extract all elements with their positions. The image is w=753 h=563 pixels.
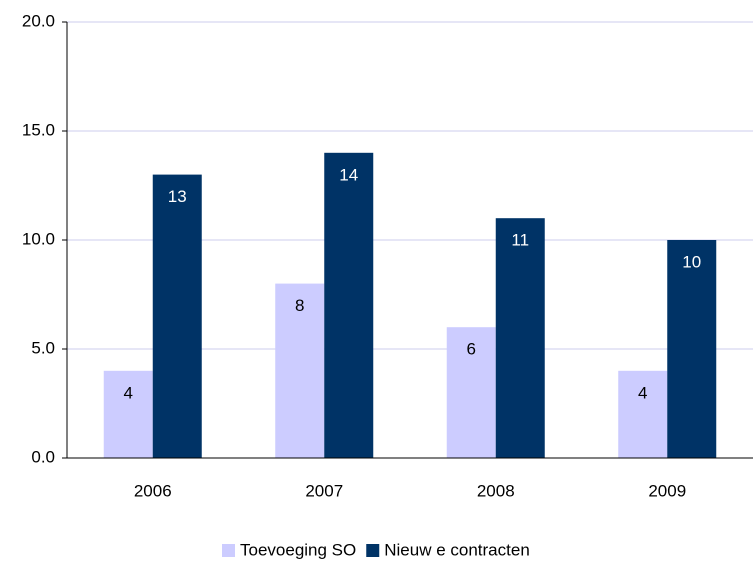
y-tick-label: 15.0 <box>22 120 55 139</box>
legend-swatch <box>366 544 380 557</box>
y-tick-label: 5.0 <box>31 338 55 357</box>
data-label: 10 <box>682 252 701 271</box>
bar <box>667 240 717 458</box>
data-label: 11 <box>511 231 529 250</box>
bar <box>495 218 545 458</box>
legend-label: Nieuw e contracten <box>384 540 530 559</box>
data-label: 4 <box>638 383 647 402</box>
bar <box>618 370 668 458</box>
data-label: 13 <box>168 187 187 206</box>
data-label: 6 <box>467 340 476 359</box>
bar <box>324 152 374 459</box>
data-label: 8 <box>295 296 304 315</box>
y-tick-label: 20.0 <box>22 11 55 30</box>
bar <box>152 174 202 458</box>
bar <box>446 327 496 458</box>
data-label: 4 <box>124 383 133 402</box>
x-tick-label: 2006 <box>134 481 172 500</box>
y-tick-label: 10.0 <box>22 229 55 248</box>
data-label: 14 <box>339 165 358 184</box>
x-tick-label: 2008 <box>477 481 515 500</box>
legend-swatch <box>222 544 235 557</box>
bar <box>103 370 153 458</box>
legend-label: Toevoeging SO <box>240 540 356 559</box>
bar <box>275 283 325 458</box>
x-tick-label: 2009 <box>648 481 686 500</box>
x-tick-label: 2007 <box>305 481 343 500</box>
y-tick-label: 0.0 <box>31 447 55 466</box>
